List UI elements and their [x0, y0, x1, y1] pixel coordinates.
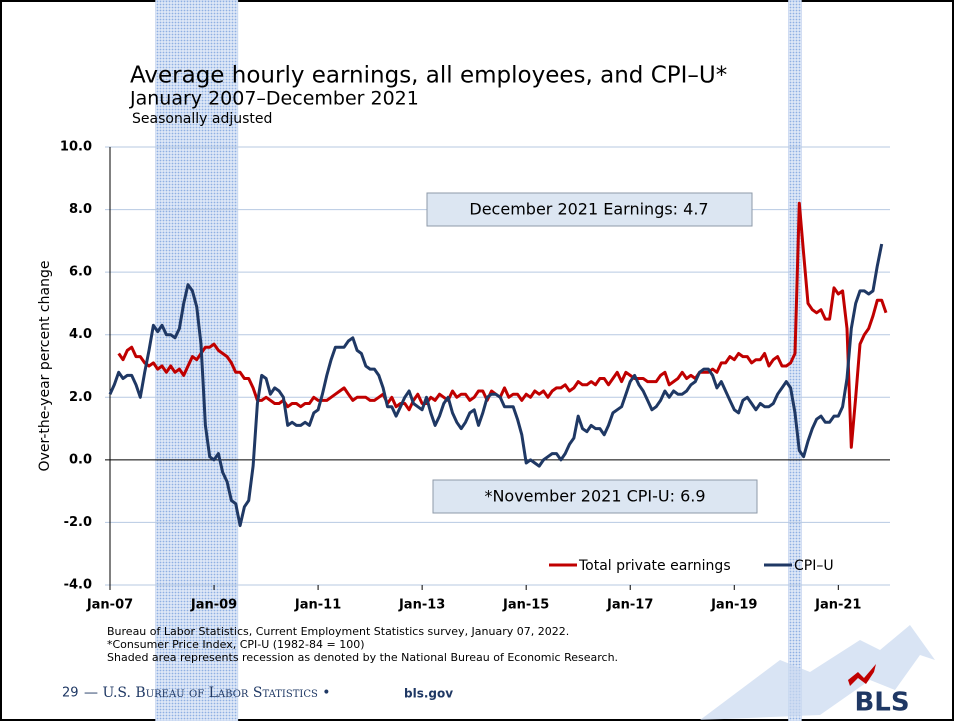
- y-tick-label: -2.0: [64, 515, 92, 530]
- y-tick-label: 4.0: [69, 327, 92, 342]
- annotation-box: [432, 479, 758, 514]
- chart-note: Seasonally adjusted: [132, 111, 272, 127]
- legend-label: CPI–U: [794, 558, 834, 574]
- recession-band: [788, 0, 802, 721]
- y-tick-label: 6.0: [69, 265, 92, 280]
- x-tick-label: Jan-21: [814, 598, 861, 613]
- x-tick-label: Jan-17: [606, 598, 653, 613]
- x-tick-label: Jan-13: [398, 598, 445, 613]
- x-tick-label: Jan-15: [502, 598, 549, 613]
- annotation: December 2021 Earnings: 4.7: [469, 200, 708, 219]
- series-line: [117, 201, 888, 449]
- page-number: 29: [62, 686, 79, 701]
- y-axis-label: Over-the-year percent change: [37, 261, 53, 472]
- logo-swoosh: [700, 625, 935, 720]
- y-tick-label: -4.0: [64, 578, 92, 593]
- y-tick-label: 10.0: [60, 140, 92, 155]
- logo-mark: [848, 664, 876, 686]
- y-tick-label: 0.0: [69, 452, 92, 467]
- x-tick-label: Jan-19: [710, 598, 757, 613]
- agency: — U.S. Bureau of Labor Statistics •: [84, 685, 331, 701]
- chart-subtitle: January 2007–December 2021: [129, 88, 419, 110]
- x-tick-label: Jan-07: [86, 598, 133, 613]
- x-tick-label: Jan-09: [190, 598, 237, 613]
- y-tick-label: 2.0: [69, 390, 92, 405]
- x-tick-label: Jan-11: [294, 598, 341, 613]
- annotation-box: [426, 192, 753, 227]
- source-note: *Consumer Price Index, CPI-U (1982-84 = …: [107, 638, 365, 651]
- series-line: [108, 243, 884, 528]
- legend-label: Total private earnings: [578, 558, 731, 574]
- chart-title: Average hourly earnings, all employees, …: [130, 63, 727, 89]
- source-note: Bureau of Labor Statistics, Current Empl…: [107, 625, 569, 638]
- y-tick-label: 8.0: [69, 202, 92, 217]
- annotation: *November 2021 CPI-U: 6.9: [484, 487, 705, 506]
- logo: BLS: [854, 688, 909, 718]
- website: bls.gov: [404, 687, 453, 701]
- source-note: Shaded area represents recession as deno…: [107, 651, 618, 664]
